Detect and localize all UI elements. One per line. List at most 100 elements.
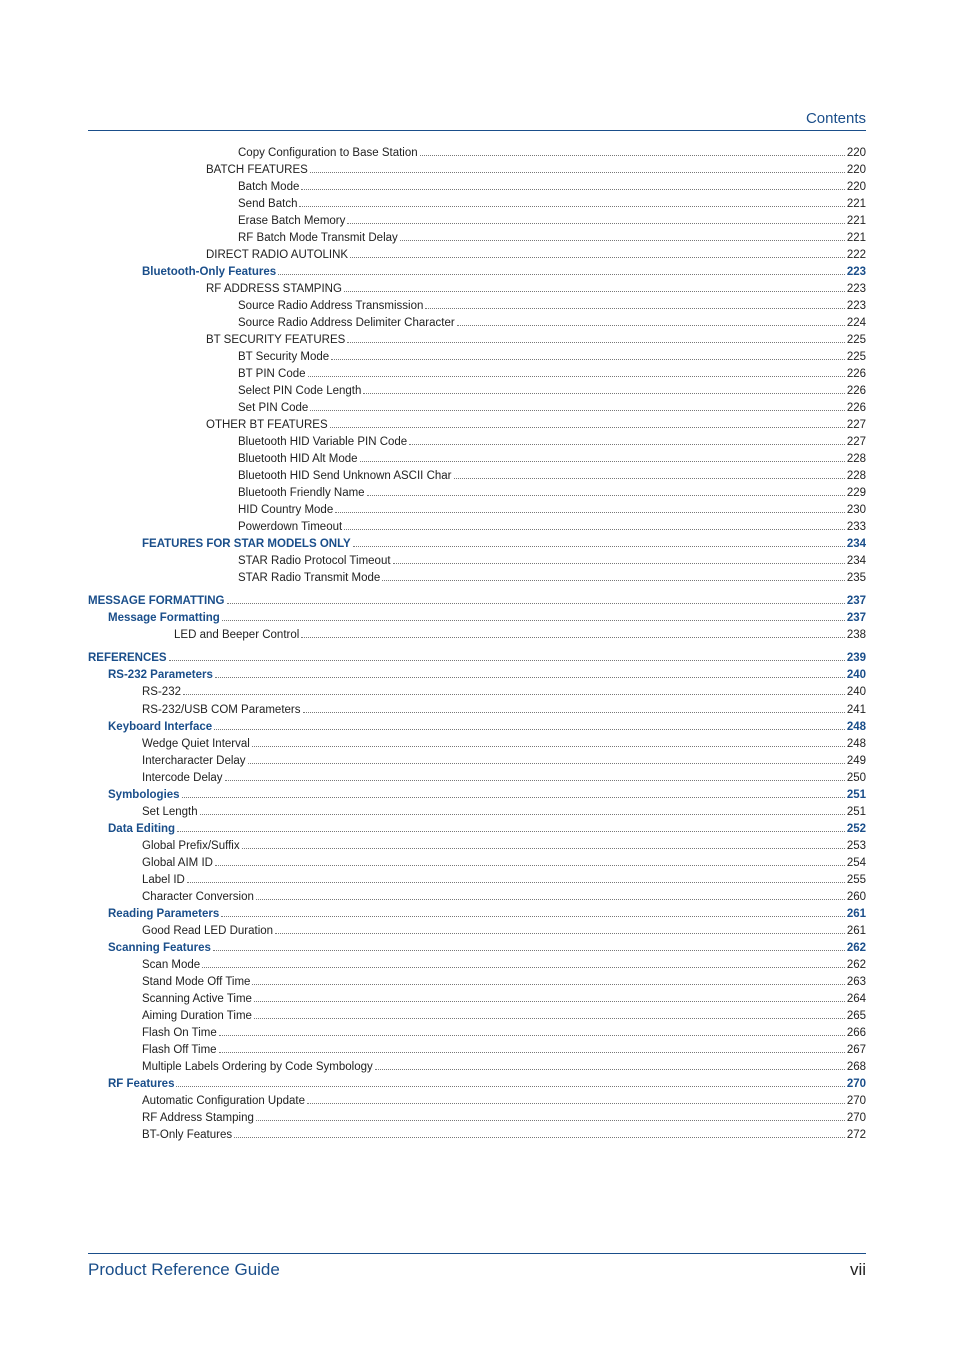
toc-dot-leader bbox=[219, 1035, 845, 1036]
toc-entry[interactable]: Symbologies 251 bbox=[108, 787, 866, 804]
toc-dot-leader bbox=[344, 291, 845, 292]
toc-entry[interactable]: Reading Parameters 261 bbox=[108, 906, 866, 923]
toc-entry-label: STAR Radio Transmit Mode bbox=[238, 570, 380, 587]
toc-entry[interactable]: Copy Configuration to Base Station 220 bbox=[238, 145, 866, 162]
toc-entry[interactable]: DIRECT RADIO AUTOLINK 222 bbox=[206, 247, 866, 264]
toc-entry-label: RF ADDRESS STAMPING bbox=[206, 281, 342, 298]
toc-entry[interactable]: Good Read LED Duration 261 bbox=[142, 923, 866, 940]
toc-entry[interactable]: Data Editing 252 bbox=[108, 821, 866, 838]
toc-dot-leader bbox=[363, 393, 844, 394]
toc-entry-page: 238 bbox=[847, 627, 866, 644]
toc-entry[interactable]: Source Radio Address Transmission 223 bbox=[238, 298, 866, 315]
toc-entry[interactable]: Bluetooth HID Alt Mode 228 bbox=[238, 451, 866, 468]
toc-entry[interactable]: Send Batch 221 bbox=[238, 196, 866, 213]
toc-entry[interactable]: Set PIN Code 226 bbox=[238, 400, 866, 417]
toc-entry[interactable]: Bluetooth HID Variable PIN Code 227 bbox=[238, 434, 866, 451]
toc-entry[interactable]: RF ADDRESS STAMPING 223 bbox=[206, 281, 866, 298]
toc-entry-page: 270 bbox=[847, 1076, 866, 1093]
toc-dot-leader bbox=[256, 1120, 845, 1121]
toc-dot-leader bbox=[214, 729, 845, 730]
toc-entry[interactable]: Character Conversion 260 bbox=[142, 889, 866, 906]
toc-entry[interactable]: Batch Mode 220 bbox=[238, 179, 866, 196]
toc-entry[interactable]: RS-232 240 bbox=[142, 684, 866, 701]
toc-entry-label: Select PIN Code Length bbox=[238, 383, 361, 400]
toc-entry[interactable]: Scanning Active Time 264 bbox=[142, 991, 866, 1008]
toc-entry[interactable]: Erase Batch Memory 221 bbox=[238, 213, 866, 230]
toc-entry[interactable]: Bluetooth Friendly Name 229 bbox=[238, 485, 866, 502]
toc-dot-leader bbox=[252, 984, 844, 985]
toc-entry-page: 224 bbox=[847, 315, 866, 332]
toc-entry-label: Bluetooth-Only Features bbox=[142, 264, 276, 281]
toc-entry[interactable]: Bluetooth HID Send Unknown ASCII Char 22… bbox=[238, 468, 866, 485]
toc-dot-leader bbox=[234, 1137, 845, 1138]
toc-entry[interactable]: Source Radio Address Delimiter Character… bbox=[238, 315, 866, 332]
toc-entry[interactable]: Global AIM ID 254 bbox=[142, 855, 866, 872]
toc-entry-page: 261 bbox=[847, 906, 866, 923]
toc-dot-leader bbox=[242, 848, 845, 849]
toc-entry[interactable]: STAR Radio Transmit Mode 235 bbox=[238, 570, 866, 587]
toc-entry[interactable]: RF Features 270 bbox=[108, 1076, 866, 1093]
toc-dot-leader bbox=[183, 694, 845, 695]
toc-entry[interactable]: HID Country Mode 230 bbox=[238, 502, 866, 519]
toc-entry-page: 221 bbox=[847, 196, 866, 213]
toc-entry[interactable]: RS-232 Parameters 240 bbox=[108, 667, 866, 684]
toc-entry[interactable]: Select PIN Code Length 226 bbox=[238, 383, 866, 400]
toc-dot-leader bbox=[454, 478, 845, 479]
toc-entry-label: Symbologies bbox=[108, 787, 180, 804]
toc-entry[interactable]: FEATURES FOR STAR MODELS ONLY 234 bbox=[142, 536, 866, 553]
toc-entry-page: 248 bbox=[847, 736, 866, 753]
toc-entry[interactable]: Global Prefix/Suffix 253 bbox=[142, 838, 866, 855]
toc-entry[interactable]: Message Formatting 237 bbox=[108, 610, 866, 627]
toc-entry[interactable]: REFERENCES 239 bbox=[88, 650, 866, 667]
toc-entry[interactable]: LED and Beeper Control 238 bbox=[174, 627, 866, 644]
toc-entry-page: 266 bbox=[847, 1025, 866, 1042]
toc-entry-page: 225 bbox=[847, 332, 866, 349]
toc-entry-label: Scanning Features bbox=[108, 940, 211, 957]
toc-entry[interactable]: BT PIN Code 226 bbox=[238, 366, 866, 383]
toc-entry[interactable]: Flash Off Time 267 bbox=[142, 1042, 866, 1059]
toc-entry[interactable]: Flash On Time 266 bbox=[142, 1025, 866, 1042]
toc-entry[interactable]: Multiple Labels Ordering by Code Symbolo… bbox=[142, 1059, 866, 1076]
toc-entry[interactable]: RF Batch Mode Transmit Delay 221 bbox=[238, 230, 866, 247]
toc-dot-leader bbox=[393, 563, 845, 564]
toc-dot-leader bbox=[347, 342, 845, 343]
toc-entry[interactable]: Stand Mode Off Time 263 bbox=[142, 974, 866, 991]
toc-entry[interactable]: STAR Radio Protocol Timeout 234 bbox=[238, 553, 866, 570]
toc-entry[interactable]: Label ID 255 bbox=[142, 872, 866, 889]
toc-entry-page: 223 bbox=[847, 281, 866, 298]
toc-entry[interactable]: RS-232/USB COM Parameters 241 bbox=[142, 702, 866, 719]
toc-entry[interactable]: Automatic Configuration Update 270 bbox=[142, 1093, 866, 1110]
toc-dot-leader bbox=[301, 637, 845, 638]
toc-entry[interactable]: Intercode Delay 250 bbox=[142, 770, 866, 787]
toc-entry[interactable]: Keyboard Interface 248 bbox=[108, 719, 866, 736]
toc-entry[interactable]: MESSAGE FORMATTING 237 bbox=[88, 593, 866, 610]
toc-dot-leader bbox=[382, 580, 845, 581]
toc-entry-page: 234 bbox=[847, 553, 866, 570]
toc-entry-page: 253 bbox=[847, 838, 866, 855]
toc-entry[interactable]: BT SECURITY FEATURES 225 bbox=[206, 332, 866, 349]
toc-entry[interactable]: OTHER BT FEATURES 227 bbox=[206, 417, 866, 434]
toc-entry-label: STAR Radio Protocol Timeout bbox=[238, 553, 391, 570]
toc-dot-leader bbox=[331, 359, 845, 360]
toc-dot-leader bbox=[308, 376, 845, 377]
toc-entry[interactable]: Wedge Quiet Interval 248 bbox=[142, 736, 866, 753]
toc-entry[interactable]: BT Security Mode 225 bbox=[238, 349, 866, 366]
toc-entry[interactable]: Intercharacter Delay 249 bbox=[142, 753, 866, 770]
toc-entry[interactable]: Set Length 251 bbox=[142, 804, 866, 821]
toc-entry-page: 267 bbox=[847, 1042, 866, 1059]
toc-entry[interactable]: Scan Mode 262 bbox=[142, 957, 866, 974]
toc-dot-leader bbox=[215, 865, 845, 866]
toc-entry[interactable]: Scanning Features 262 bbox=[108, 940, 866, 957]
toc-entry[interactable]: Aiming Duration Time 265 bbox=[142, 1008, 866, 1025]
toc-entry-label: RF Batch Mode Transmit Delay bbox=[238, 230, 398, 247]
toc-dot-leader bbox=[360, 461, 845, 462]
toc-entry-page: 268 bbox=[847, 1059, 866, 1076]
toc-entry[interactable]: RF Address Stamping 270 bbox=[142, 1110, 866, 1127]
toc-dot-leader bbox=[310, 410, 844, 411]
toc-dot-leader bbox=[350, 257, 845, 258]
toc-entry[interactable]: Powerdown Timeout 233 bbox=[238, 519, 866, 536]
toc-entry[interactable]: Bluetooth-Only Features 223 bbox=[142, 264, 866, 281]
toc-entry-label: Good Read LED Duration bbox=[142, 923, 273, 940]
toc-entry[interactable]: BATCH FEATURES 220 bbox=[206, 162, 866, 179]
toc-entry[interactable]: BT-Only Features 272 bbox=[142, 1127, 866, 1144]
